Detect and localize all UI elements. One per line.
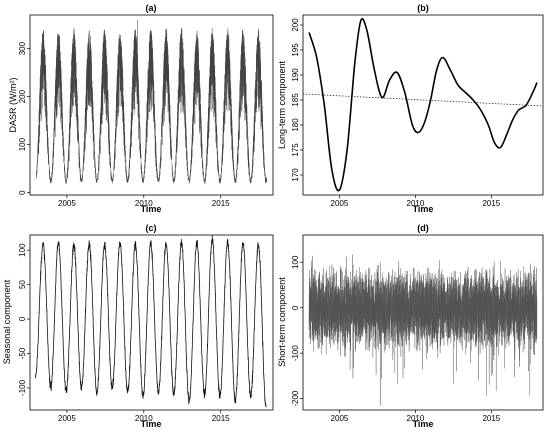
panel-d: (d) Time Short-term component 2005 2010 20…	[277, 223, 544, 429]
plot-box-d	[302, 234, 544, 411]
x-tick-label: 2010	[135, 199, 153, 208]
title-a: (a)	[146, 3, 157, 13]
y-tick-label: -50	[18, 347, 27, 359]
series-c	[35, 235, 267, 408]
trend-line	[302, 93, 544, 107]
x-tick-label: 2010	[135, 414, 153, 423]
ylabel-d: Short-term component	[277, 277, 287, 367]
x-tick-label: 2010	[407, 199, 425, 208]
ylabel-b: Long-term component	[277, 60, 287, 149]
ticks-b: 2005 2010 2015 170 175 180 185 190 195 200	[291, 18, 501, 208]
xlabel-a: Time	[141, 204, 162, 214]
y-tick-label: 100	[18, 243, 27, 257]
panel-c: (c) Time Seasonal component 2005 2010 2015…	[2, 223, 274, 429]
plot-box-b	[302, 14, 544, 196]
ylabel-a: DASR (W/m²)	[8, 78, 18, 133]
ticks-a: 2005 2010 2015 0 100 200 300	[18, 41, 230, 208]
x-tick-label: 2015	[212, 199, 230, 208]
ticks-d: 2005 2010 2015 -200 -100 0 100	[291, 255, 501, 423]
ylabel-c: Seasonal component	[2, 279, 12, 364]
y-tick-label: 175	[291, 143, 300, 157]
plot-box-a	[29, 14, 274, 196]
title-b: (b)	[417, 3, 429, 13]
x-tick-label: 2015	[212, 414, 230, 423]
title-c: (c)	[146, 223, 157, 233]
x-tick-label: 2005	[58, 414, 76, 423]
long-term-series-line	[308, 18, 538, 192]
title-d: (d)	[417, 223, 429, 233]
x-tick-label: 2010	[407, 414, 425, 423]
ticks-c: 2005 2010 2015 -100 -50 0 50 100	[18, 243, 230, 423]
x-tick-label: 2015	[482, 199, 500, 208]
y-tick-label: 100	[291, 255, 300, 269]
series-b	[302, 18, 544, 192]
panel-b: (b) Time Long-term component 2005 2010 201…	[277, 3, 544, 214]
seasonal-series-line	[35, 235, 267, 408]
xlabel-b: Time	[413, 204, 434, 214]
xlabel-d: Time	[413, 419, 434, 429]
x-tick-label: 2005	[331, 414, 349, 423]
y-tick-label: 190	[291, 68, 300, 82]
panel-a: (a) Time DASR (W/m²) 2005 2010 20150100200…	[8, 3, 274, 214]
plot-box-c	[29, 234, 274, 411]
y-tick-label: 195	[291, 43, 300, 57]
x-tick-label: 2005	[58, 199, 76, 208]
y-tick-label: 300	[18, 41, 27, 55]
xlabel-c: Time	[141, 419, 162, 429]
y-tick-label: 0	[18, 316, 27, 321]
series-a	[36, 19, 267, 184]
x-tick-label: 2015	[482, 414, 500, 423]
series-d	[308, 254, 538, 406]
y-tick-label: -100	[18, 379, 27, 396]
y-tick-label: 200	[291, 18, 300, 32]
y-tick-label: 0	[291, 305, 300, 310]
y-tick-label: 180	[291, 118, 300, 132]
y-tick-label: 200	[18, 89, 27, 103]
y-tick-label: 100	[18, 137, 27, 151]
short-term-series-line	[308, 254, 538, 406]
dasr-series-line	[36, 19, 267, 184]
y-tick-label: 170	[291, 168, 300, 182]
y-tick-label: -200	[291, 390, 300, 407]
y-tick-label: -100	[291, 345, 300, 362]
y-tick-label: 0	[18, 190, 27, 195]
y-tick-label: 185	[291, 93, 300, 107]
x-tick-label: 2005	[331, 199, 349, 208]
y-tick-label: 50	[18, 280, 27, 289]
